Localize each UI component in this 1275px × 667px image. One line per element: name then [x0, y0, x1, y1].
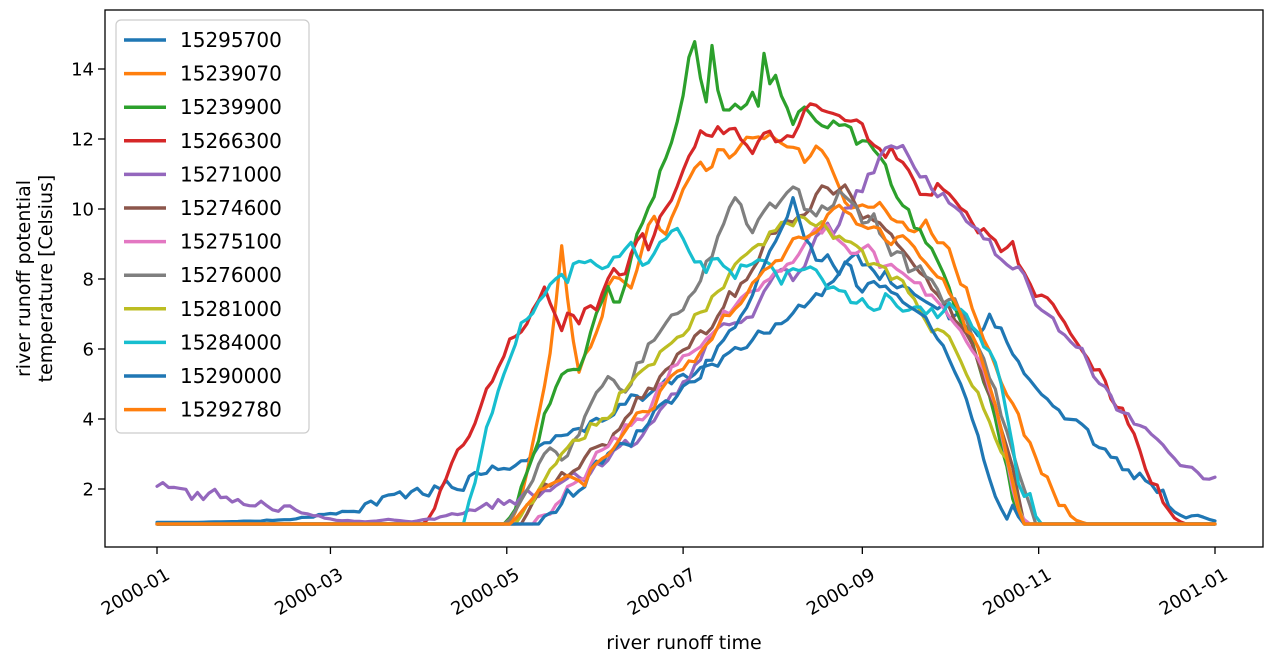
legend-label: 15239070: [180, 62, 282, 86]
y-axis-title-line2: temperature [Celsius]: [35, 175, 57, 383]
legend-label: 15275100: [180, 230, 282, 254]
x-tick-label: 2000-05: [448, 564, 524, 620]
legend-item: 15292780: [124, 398, 282, 422]
series-line-15266300: [155, 102, 1217, 526]
y-tick-label: 4: [83, 410, 94, 431]
legend-label: 15284000: [180, 330, 282, 354]
series-line-15281000: [155, 214, 1217, 526]
legend-label: 15274600: [180, 196, 282, 220]
legend-item: 15284000: [124, 330, 282, 354]
x-tick-label: 2000-11: [980, 564, 1056, 620]
y-tick-label: 10: [71, 200, 94, 221]
x-axis-title: river runoff time: [606, 632, 761, 654]
legend-item: 15239070: [124, 62, 282, 86]
legend-item: 15271000: [124, 162, 282, 186]
y-tick-label: 6: [83, 340, 94, 361]
series-line-15239070: [155, 132, 1217, 526]
y-tick-label: 8: [83, 270, 94, 291]
legend-item: 15290000: [124, 364, 282, 388]
x-tick-label: 2000-07: [624, 564, 700, 620]
series-line-15295700: [155, 251, 1217, 524]
legend-item: 15295700: [124, 28, 282, 52]
legend-item: 15281000: [124, 297, 282, 321]
y-axis-title-line1: river runoff potential: [13, 180, 35, 377]
legend-label: 15266300: [180, 129, 282, 153]
y-tick-label: 14: [71, 60, 94, 81]
x-tick-label: 2000-09: [803, 564, 879, 620]
legend-label: 15292780: [180, 398, 282, 422]
series-line-15271000: [155, 143, 1217, 524]
legend-label: 15290000: [180, 364, 282, 388]
legend-item: 15266300: [124, 129, 282, 153]
legend-item: 15274600: [124, 196, 282, 220]
legend-label: 15271000: [180, 162, 282, 186]
x-tick-label: 2000-03: [271, 564, 347, 620]
legend-item: 15275100: [124, 230, 282, 254]
y-tick-label: 12: [71, 130, 94, 151]
y-axis: 2 4 6 8 10 12 14: [71, 60, 105, 501]
legend-item: 15239900: [124, 95, 282, 119]
x-tick-label: 2001-01: [1156, 564, 1232, 620]
x-axis: 2000-01 2000-03 2000-05 2000-07 2000-09 2000-…: [98, 547, 1232, 620]
y-tick-label: 2: [83, 480, 94, 501]
series-line-15239900: [155, 40, 1217, 526]
legend-item: 15276000: [124, 263, 282, 287]
x-tick-label: 2000-01: [98, 564, 174, 620]
legend: 15295700 15239070 15239900 15266300 15271000…: [115, 19, 310, 434]
series-line-15292780: [155, 203, 1217, 526]
legend-label: 15295700: [180, 28, 282, 52]
series-lines: [155, 40, 1217, 526]
legend-label: 15281000: [180, 297, 282, 321]
legend-label: 15239900: [180, 95, 282, 119]
legend-label: 15276000: [180, 263, 282, 287]
legend-box: [115, 19, 310, 434]
